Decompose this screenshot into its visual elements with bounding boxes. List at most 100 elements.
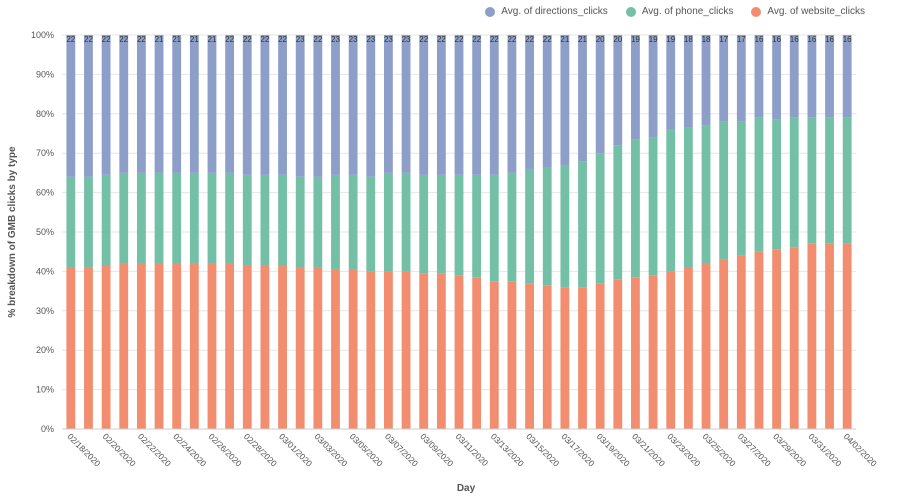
bar-segment-website [507, 281, 517, 429]
bar-segment-phone [754, 117, 764, 252]
bar-top-label: 19 [649, 35, 658, 44]
bar-segment-phone [419, 174, 429, 274]
bar-segment-directions [648, 35, 658, 138]
bar-segment-website [825, 243, 834, 429]
bar-segment-website [789, 247, 799, 429]
bar-top-label: 22 [102, 35, 111, 44]
bar-segment-website [313, 267, 323, 429]
bar-top-label: 22 [137, 35, 146, 44]
bar-segment-website [613, 279, 623, 429]
bar-top-label: 22 [543, 35, 552, 44]
bar-segment-phone [542, 166, 552, 286]
x-tick-label: 03/07/2020 [383, 431, 420, 468]
x-tick-label: 03/11/2020 [454, 431, 491, 468]
bar-segment-website [331, 269, 340, 429]
bar-top-label: 21 [190, 35, 199, 44]
bar-top-label: 23 [296, 35, 305, 44]
bar-segment-directions [119, 35, 129, 173]
legend-item-phone[interactable]: Avg. of phone_clicks [625, 6, 733, 17]
bar-top-label: 16 [772, 35, 781, 44]
bar-top-label: 17 [737, 35, 746, 44]
bar-segment-phone [507, 172, 517, 282]
bar-segment-phone [472, 174, 482, 278]
bar-segment-phone [789, 117, 799, 248]
bar-segment-directions [701, 35, 711, 126]
bar-segment-directions [560, 35, 570, 166]
bar-segment-phone [683, 127, 693, 268]
x-tick-label: 03/09/2020 [418, 431, 455, 468]
y-tick-label: 20% [36, 345, 54, 355]
bar-top-label: 22 [119, 35, 128, 44]
bar-segment-website [66, 267, 76, 429]
bar-segment-website [136, 263, 146, 429]
legend-label-directions: Avg. of directions_clicks [501, 6, 608, 17]
bar-segment-website [701, 263, 711, 429]
bar-segment-phone [648, 137, 658, 276]
bar-segment-phone [207, 172, 217, 264]
x-tick-label: 03/31/2020 [806, 431, 843, 468]
bar-segment-website [736, 255, 746, 429]
bar-segment-phone [331, 174, 340, 270]
bar-top-label: 16 [807, 35, 816, 44]
bar-segment-directions [772, 35, 782, 120]
bar-segment-phone [401, 172, 411, 272]
x-tick-label: 03/13/2020 [489, 431, 526, 468]
x-tick-label: 02/26/2020 [207, 431, 244, 468]
bar-segment-directions [384, 35, 393, 173]
bar-top-label: 20 [613, 35, 622, 44]
bar-segment-directions [719, 35, 729, 122]
y-tick-label: 70% [36, 148, 54, 158]
bar-top-label: 23 [384, 35, 393, 44]
y-tick-label: 10% [36, 385, 54, 395]
x-axis: 02/18/202002/20/202002/22/202002/24/2020… [62, 428, 879, 469]
bar-segment-phone [136, 172, 146, 264]
bar-segment-phone [242, 174, 252, 266]
bar-segment-directions [172, 35, 182, 173]
bar-segment-phone [436, 174, 446, 274]
bar-top-label: 22 [243, 35, 252, 44]
bar-segment-website [542, 285, 552, 429]
bar-top-label: 22 [260, 35, 269, 44]
bar-segment-phone [66, 176, 76, 268]
bar-segment-directions [278, 35, 287, 175]
bar-segment-phone [295, 176, 305, 268]
x-tick-label: 03/23/2020 [665, 431, 702, 468]
bar-segment-directions [331, 35, 340, 175]
legend-swatch-directions [485, 6, 496, 17]
bar-segment-website [278, 265, 287, 429]
x-tick-label: 03/15/2020 [524, 431, 561, 468]
bar-segment-website [207, 263, 217, 429]
bar-segment-directions [472, 35, 482, 175]
x-tick-label: 03/27/2020 [736, 431, 773, 468]
bar-segment-directions [136, 35, 146, 173]
chart-legend: Avg. of directions_clicks Avg. of phone_… [485, 6, 865, 17]
bar-segment-phone [701, 125, 711, 264]
bar-segment-website [84, 267, 93, 429]
bar-segment-website [154, 263, 164, 429]
bar-segment-directions [66, 35, 76, 177]
legend-item-website[interactable]: Avg. of website_clicks [751, 6, 865, 17]
bar-segment-directions [595, 35, 605, 154]
bar-top-label: 19 [631, 35, 640, 44]
bar-top-label: 22 [66, 35, 75, 44]
x-tick-label: 03/25/2020 [701, 431, 738, 468]
bar-segment-website [101, 265, 111, 429]
bar-segment-directions [101, 35, 111, 175]
bar-segment-directions [666, 35, 676, 130]
bar-top-label: 22 [525, 35, 534, 44]
bar-segment-directions [807, 35, 817, 118]
bar-segment-website [172, 263, 182, 429]
bar-segment-phone [578, 161, 587, 288]
bar-segment-directions [683, 35, 693, 128]
bar-segment-website [666, 271, 676, 429]
bar-segment-directions [754, 35, 764, 118]
bar-segment-directions [436, 35, 446, 175]
x-tick-label: 03/01/2020 [277, 431, 314, 468]
bar-segment-directions [242, 35, 252, 175]
bar-segment-phone [384, 172, 393, 272]
bar-segment-website [489, 281, 499, 429]
bar-top-label: 19 [666, 35, 675, 44]
legend-item-directions[interactable]: Avg. of directions_clicks [485, 6, 608, 17]
